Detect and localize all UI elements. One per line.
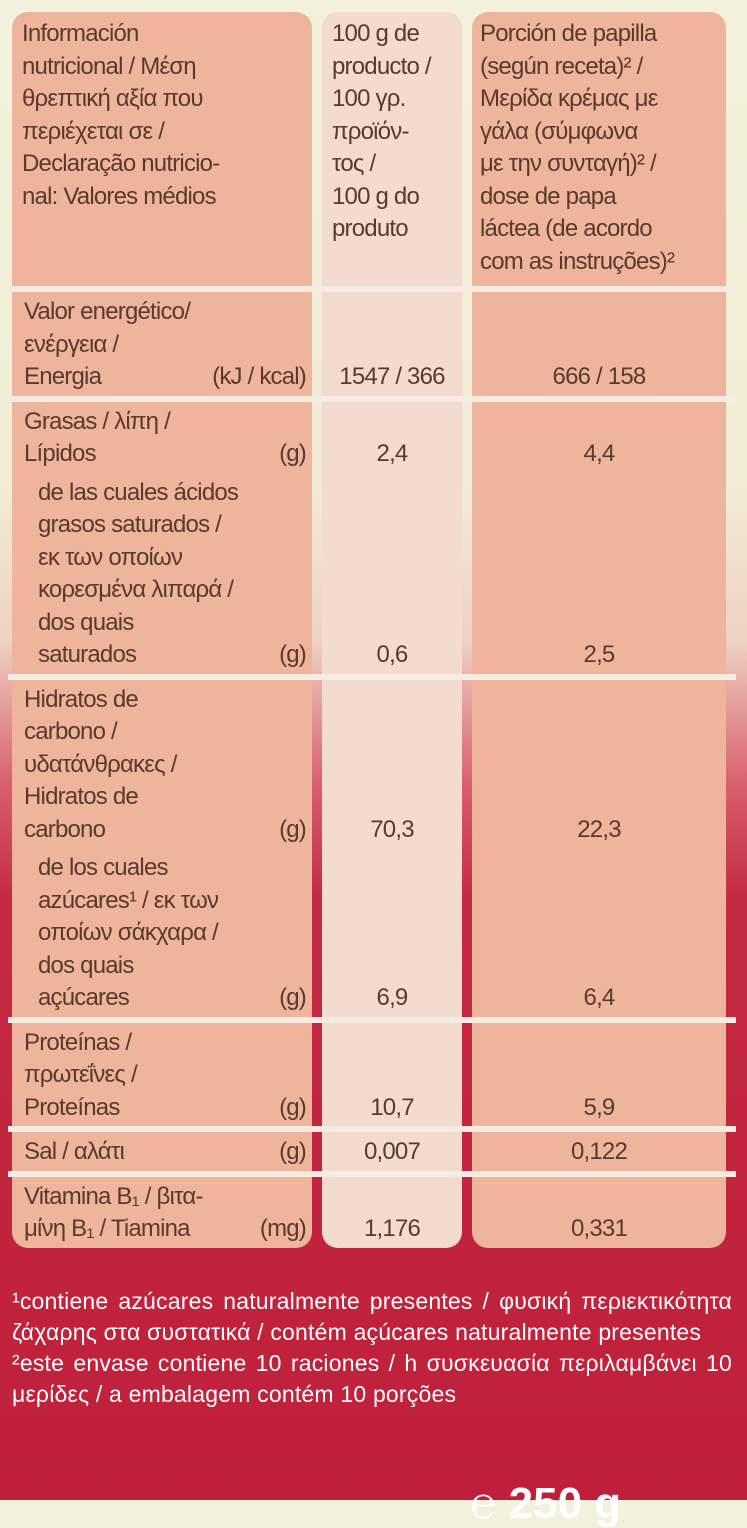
per-100g-cell: 0,6: [322, 472, 462, 674]
nutrient-label-cell: Hidratos de carbono / υδατάνθρακες / Hid…: [12, 679, 312, 848]
per-portion-cell: 0,122: [472, 1132, 726, 1171]
nutrient-subentry: de las cuales ácidos grasos saturados / …: [12, 472, 732, 674]
table-header: Información nutricional / Μέση θρεπτική …: [12, 12, 732, 286]
footnote-1: ¹contiene azúcares naturalmente presente…: [12, 1288, 732, 1345]
nutrient-unit: (g): [279, 815, 307, 843]
per-100g-value: 0,007: [363, 1138, 421, 1165]
net-weight-partial: ℮ 250 g: [470, 1479, 622, 1528]
row-separator: [8, 286, 736, 292]
nutrient-entry: Grasas / λίπη / Lípidos (g) 2,4 4,4: [12, 401, 732, 473]
nutrient-label: de los cuales azúcares¹ / εκ των οποίων …: [38, 854, 219, 1011]
per-portion-value: 666 / 158: [552, 363, 647, 390]
nutrient-unit: (g): [279, 1138, 307, 1165]
nutrient-label-cell: Vitamina B₁ / βιτα- μίνη B₁ / Tiamina (m…: [12, 1176, 312, 1248]
per-100g-value: 1,176: [363, 1215, 421, 1242]
table-row: Sal / αλάτι (g) 0,007 0,122: [12, 1132, 732, 1171]
nutrient-label-cell: de los cuales azúcares¹ / εκ των οποίων …: [12, 848, 312, 1017]
per-100g-value: 2,4: [376, 440, 409, 467]
per-100g-cell: 10,7: [322, 1022, 462, 1126]
per-portion-cell: 2,5: [472, 472, 726, 674]
header-per-portion-text: Porción de papilla (según receta)² / Μερ…: [480, 20, 675, 275]
header-per-100g-text: 100 g de producto / 100 γρ. προϊόν- τος …: [332, 20, 432, 242]
per-100g-cell: 0,007: [322, 1132, 462, 1171]
header-nutrition-info-text: Información nutricional / Μέση θρεπτική …: [22, 20, 220, 210]
per-portion-cell: 4,4: [472, 401, 726, 473]
nutrient-label: Proteínas / πρωτεΐνες / Proteínas: [24, 1028, 138, 1121]
per-100g-value: 10,7: [370, 1093, 414, 1121]
per-portion-cell: 5,9: [472, 1022, 726, 1126]
per-portion-cell: 666 / 158: [472, 292, 726, 396]
nutrient-label-cell: Sal / αλάτι (g): [12, 1132, 312, 1171]
row-separator: [8, 1126, 736, 1132]
per-100g-value: 1547 / 366: [339, 363, 445, 390]
nutrient-entry: Sal / αλάτι (g) 0,007 0,122: [12, 1132, 732, 1171]
row-separator: [8, 1016, 736, 1023]
per-portion-cell: 22,3: [472, 679, 726, 848]
per-portion-value: 22,3: [577, 815, 621, 843]
per-portion-value: 6,4: [583, 984, 616, 1011]
nutrient-label: Sal / αλάτι: [24, 1138, 125, 1165]
header-per-portion: Porción de papilla (según receta)² / Μερ…: [472, 12, 726, 286]
nutrient-label: Vitamina B₁ / βιτα- μίνη B₁ / Tiamina: [24, 1182, 203, 1243]
header-nutrition-info: Información nutricional / Μέση θρεπτική …: [12, 12, 312, 286]
nutrient-unit: (g): [279, 440, 307, 467]
table-row: Hidratos de carbono / υδατάνθρακες / Hid…: [12, 679, 732, 1017]
per-100g-cell: 1,176: [322, 1176, 462, 1248]
nutrient-label-cell: Valor energético/ ενέργεια / Energia (kJ…: [12, 292, 312, 396]
per-portion-value: 2,5: [583, 641, 616, 668]
nutrient-unit: (g): [279, 984, 307, 1011]
nutrient-unit: (kJ / kcal): [212, 363, 307, 390]
nutrient-unit: (g): [279, 1093, 307, 1121]
table-row: Grasas / λίπη / Lípidos (g) 2,4 4,4 de l…: [12, 401, 732, 674]
per-portion-value: 0,331: [570, 1215, 628, 1242]
footnotes: ¹contiene azúcares naturalmente presente…: [12, 1286, 732, 1410]
per-portion-value: 0,122: [570, 1138, 628, 1165]
per-portion-cell: 0,331: [472, 1176, 726, 1248]
per-100g-cell: 70,3: [322, 679, 462, 848]
per-100g-cell: 2,4: [322, 401, 462, 473]
nutrient-subentry: de los cuales azúcares¹ / εκ των οποίων …: [12, 848, 732, 1017]
nutrient-entry: Hidratos de carbono / υδατάνθρακες / Hid…: [12, 679, 732, 848]
per-portion-cell: 6,4: [472, 848, 726, 1017]
per-100g-value: 0,6: [376, 641, 409, 668]
per-100g-value: 6,9: [376, 984, 409, 1011]
per-portion-value: 5,9: [583, 1093, 616, 1121]
header-per-100g: 100 g de producto / 100 γρ. προϊόν- τος …: [322, 12, 462, 286]
nutrient-unit: (g): [279, 641, 307, 668]
nutrient-entry: Valor energético/ ενέργεια / Energia (kJ…: [12, 292, 732, 396]
row-separator: [8, 673, 736, 680]
nutrient-entry: Proteínas / πρωτεΐνες / Proteínas (g) 10…: [12, 1022, 732, 1126]
table-row: Proteínas / πρωτεΐνες / Proteínas (g) 10…: [12, 1022, 732, 1126]
nutrition-table: Información nutricional / Μέση θρεπτική …: [8, 12, 736, 1248]
footnote-2: ²este envase contiene 10 raciones / h συ…: [12, 1350, 732, 1407]
per-100g-cell: 6,9: [322, 848, 462, 1017]
nutrient-label: Grasas / λίπη / Lípidos: [24, 407, 171, 468]
table-row: Vitamina B₁ / βιτα- μίνη B₁ / Tiamina (m…: [12, 1176, 732, 1248]
nutrient-entry: Vitamina B₁ / βιτα- μίνη B₁ / Tiamina (m…: [12, 1176, 732, 1248]
nutrient-label: Hidratos de carbono / υδατάνθρακες / Hid…: [24, 685, 177, 843]
per-portion-value: 4,4: [583, 440, 616, 467]
table-row: Valor energético/ ενέργεια / Energia (kJ…: [12, 292, 732, 396]
row-separator: [8, 1170, 736, 1177]
row-separator: [8, 395, 736, 402]
nutrient-label-cell: Proteínas / πρωτεΐνες / Proteínas (g): [12, 1022, 312, 1126]
nutrient-label: Valor energético/ ενέργεια / Energia: [24, 298, 191, 390]
per-100g-value: 70,3: [370, 815, 414, 843]
nutrient-label-cell: Grasas / λίπη / Lípidos (g): [12, 401, 312, 473]
nutrient-label: de las cuales ácidos grasos saturados / …: [38, 478, 239, 669]
nutrient-unit: (mg): [259, 1215, 307, 1242]
per-100g-cell: 1547 / 366: [322, 292, 462, 396]
nutrient-label-cell: de las cuales ácidos grasos saturados / …: [12, 472, 312, 674]
